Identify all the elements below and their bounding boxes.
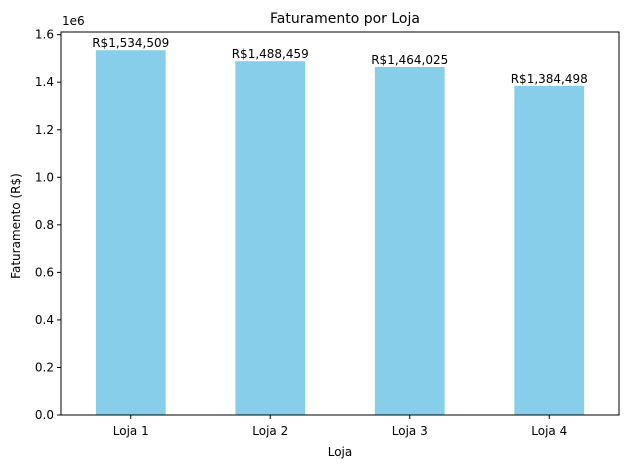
y-tick-label-9: 1.6 bbox=[35, 28, 54, 42]
y-tick-label-7: 1.2 bbox=[35, 123, 54, 137]
x-tick-label-4: Loja 4 bbox=[531, 424, 567, 438]
y-tick-label-3: 0.4 bbox=[35, 313, 54, 327]
x-tick-label-2: Loja 2 bbox=[252, 424, 288, 438]
bar-4 bbox=[514, 85, 585, 415]
chart-title: Faturamento por Loja bbox=[270, 11, 420, 27]
y-tick-label-4: 0.6 bbox=[35, 265, 54, 279]
y-ticks-group: 0.0 0.2 0.4 0.6 0.8 1.0 1.2 1.4 1.6 bbox=[35, 28, 61, 422]
y-tick-label-5: 0.8 bbox=[35, 218, 54, 232]
bars-group bbox=[95, 50, 585, 415]
y-axis-label: Faturamento (R$) bbox=[9, 173, 23, 279]
x-axis-label: Loja bbox=[328, 445, 353, 459]
data-labels-group: R$1,534,509 R$1,488,459 R$1,464,025 R$1,384… bbox=[92, 36, 588, 86]
x-tick-label-3: Loja 3 bbox=[392, 424, 428, 438]
bar-3 bbox=[374, 66, 445, 415]
y-tick-label-8: 1.4 bbox=[35, 75, 54, 89]
data-label-3: R$1,464,025 bbox=[371, 53, 448, 67]
data-label-1: R$1,534,509 bbox=[92, 36, 169, 50]
y-tick-label-2: 0.2 bbox=[35, 360, 54, 374]
data-label-2: R$1,488,459 bbox=[232, 47, 309, 61]
x-ticks-group: Loja 1 Loja 2 Loja 3 Loja 4 bbox=[113, 415, 567, 438]
plot-frame bbox=[60, 31, 620, 416]
y-tick-label-1: 0.0 bbox=[35, 408, 54, 422]
x-tick-label-1: Loja 1 bbox=[113, 424, 149, 438]
y-tick-label-6: 1.0 bbox=[35, 170, 54, 184]
y-axis-offset-text: 1e6 bbox=[62, 14, 85, 28]
bar-2 bbox=[235, 61, 306, 415]
bar-1 bbox=[95, 50, 166, 415]
data-label-4: R$1,384,498 bbox=[511, 72, 588, 86]
